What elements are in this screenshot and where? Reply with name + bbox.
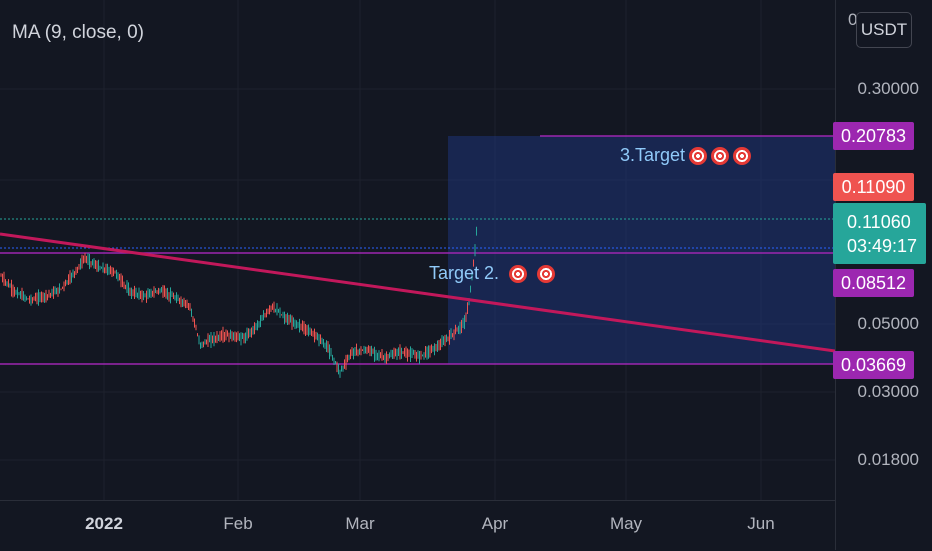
target-zone[interactable] [448, 136, 835, 364]
current-price-label: 0.11060 03:49:17 [833, 203, 926, 264]
target3-price-label: 0.20783 [833, 122, 914, 150]
target3-annotation-label: 3.Target [620, 145, 686, 165]
time-tick: Apr [481, 514, 509, 533]
target-icon [509, 264, 528, 283]
bar-countdown: 03:49:17 [847, 235, 918, 256]
candles [0, 226, 477, 378]
target-icon [537, 264, 556, 283]
time-tick: May [609, 514, 643, 533]
price-tick: 0.05000 [857, 314, 919, 333]
target2-annotation-label: Target 2. [429, 263, 500, 283]
price-tick: 0.03000 [857, 382, 919, 401]
chart-plot-area[interactable] [0, 0, 835, 500]
support-price-label: 0.03669 [833, 351, 914, 379]
target-icon [689, 146, 708, 165]
price-tick-partial: 0 [848, 10, 858, 29]
time-tick: Jun [747, 514, 775, 533]
time-tick: Feb [223, 514, 253, 533]
downtrend-line[interactable] [0, 232, 835, 353]
price-tick: 0.01800 [857, 450, 919, 469]
time-tick: Mar [345, 514, 375, 533]
price-tick: 0.30000 [857, 79, 919, 98]
target2-annotation[interactable]: Target 2. [429, 263, 556, 284]
currency-button[interactable]: USDT [856, 12, 912, 48]
chart-svg [0, 0, 835, 500]
target-icon [711, 146, 730, 165]
high-price-label: 0.11090 [833, 173, 914, 201]
target2-price-label: 0.08512 [833, 269, 914, 297]
target-icon [733, 146, 752, 165]
time-axis[interactable]: 2022 Feb Mar Apr May Jun [0, 500, 835, 551]
indicator-legend[interactable]: MA (9, close, 0) [12, 22, 144, 43]
current-price-value: 0.11060 [847, 211, 911, 232]
target3-annotation[interactable]: 3.Target [620, 145, 752, 166]
time-tick: 2022 [85, 514, 123, 533]
